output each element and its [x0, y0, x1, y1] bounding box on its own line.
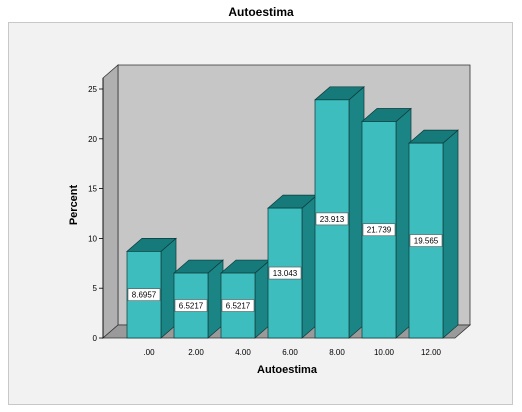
- bar: 6.5217: [220, 259, 271, 339]
- bar: 23.913: [314, 86, 365, 339]
- x-tick-label: .00: [143, 348, 155, 357]
- y-axis-title: Percent: [68, 184, 80, 225]
- data-label-box: [409, 234, 443, 247]
- data-label: 6.5217: [226, 302, 251, 311]
- data-label-box: [268, 266, 302, 280]
- x-tick-label: 12.00: [421, 348, 442, 357]
- data-label-box: [174, 299, 208, 312]
- x-tick-label: 2.00: [188, 348, 204, 357]
- x-tick-label: 4.00: [235, 348, 251, 357]
- chart-title: Autoestima: [228, 5, 294, 19]
- y-tick-label: 15: [88, 185, 97, 194]
- data-label-box: [221, 299, 255, 312]
- bar: 13.043: [267, 194, 318, 339]
- data-label: 21.739: [367, 226, 392, 235]
- y-tick-label: 25: [88, 85, 97, 94]
- bar: 21.739: [361, 107, 412, 339]
- data-label: 13.043: [273, 269, 298, 278]
- side-wall: [102, 64, 119, 339]
- data-label: 8.6957: [132, 291, 157, 300]
- x-tick-label: 10.00: [374, 348, 395, 357]
- x-tick-label: 8.00: [329, 348, 345, 357]
- bar: 8.6957: [126, 237, 177, 339]
- bar: 19.565: [408, 129, 459, 339]
- data-label-box: [315, 212, 349, 226]
- chart-axes: 0 5 10 15 20 25 .00 2.00 4.00 6.00 8.00 10.00 12.00: [88, 78, 442, 357]
- y-tick-label: 20: [88, 135, 97, 144]
- y-tick-label: 0: [93, 334, 98, 343]
- data-label: 19.565: [414, 237, 439, 246]
- x-tick-label: 6.00: [282, 348, 298, 357]
- data-label-box: [362, 223, 396, 237]
- y-tick-label: 5: [93, 284, 98, 293]
- bar-side: [442, 129, 459, 339]
- bar: 6.5217: [173, 259, 224, 339]
- x-axis-title: Autoestima: [257, 364, 318, 376]
- chart-bars: 8.6957 6.5217 6.5217 13.043 23.913 21.739 19.5…: [126, 86, 459, 339]
- data-label: 6.5217: [179, 302, 204, 311]
- data-label: 23.913: [320, 215, 345, 224]
- y-tick-label: 10: [88, 234, 97, 243]
- data-label-box: [127, 288, 161, 301]
